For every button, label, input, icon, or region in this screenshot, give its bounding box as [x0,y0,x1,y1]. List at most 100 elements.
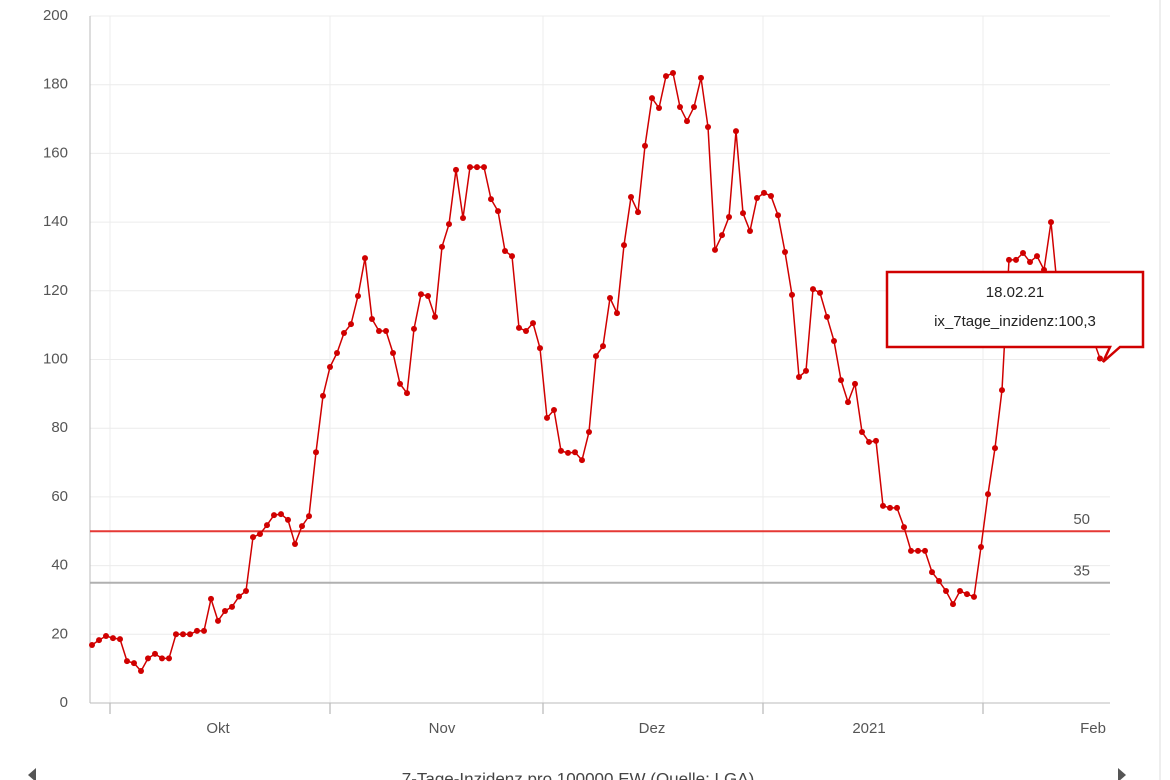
y-tick-label: 80 [51,419,68,436]
point [523,327,529,334]
tooltip-date: 18.02.21 [986,284,1044,301]
scroll-left[interactable] [28,768,36,780]
x-grid [109,16,984,703]
point [460,214,466,221]
point [754,195,760,202]
point [817,289,823,296]
point [663,73,669,80]
point [726,213,732,220]
point [453,166,459,173]
point [691,104,697,111]
point [565,449,571,456]
point [586,428,592,435]
point [803,367,809,374]
point [250,534,256,541]
point [488,196,494,203]
point [355,292,361,299]
point [852,380,858,387]
point [768,192,774,199]
point [572,449,578,456]
point [1048,219,1054,226]
point [362,255,368,262]
point [558,447,564,454]
point [824,313,830,320]
point [264,522,270,529]
point [236,593,242,600]
point [152,650,158,657]
point [187,631,193,638]
point [873,437,879,444]
point [271,512,277,519]
x-tick-label: Dez [639,720,666,737]
tooltip: 18.02.21 ix_7tage_inzidenz:100,3 [885,270,1145,363]
point [880,502,886,509]
point [747,228,753,235]
point [670,70,676,77]
point [89,641,95,648]
x-tick-label: 2021 [852,720,885,737]
y-tick-label: 140 [43,213,68,230]
tooltip-text: ix_7tage_inzidenz:100,3 [934,313,1096,330]
y-tick-label: 60 [51,488,68,505]
point [383,327,389,334]
point [208,595,214,602]
point [439,243,445,250]
point [936,578,942,585]
point [796,374,802,381]
point [117,636,123,643]
point [978,544,984,551]
point [712,246,718,253]
point [971,593,977,600]
point [635,209,641,216]
point [705,123,711,130]
point [481,164,487,171]
point [677,104,683,111]
point [999,387,1005,394]
point [173,631,179,638]
point [985,491,991,498]
point [684,118,690,125]
point [915,547,921,554]
point [215,617,221,624]
point [292,540,298,547]
y-tick-label: 0 [60,694,68,711]
point [740,210,746,217]
point [894,504,900,511]
point [929,569,935,576]
point [551,406,557,413]
point [327,364,333,371]
point [229,603,235,610]
reference-label: 50 [1073,511,1090,528]
point [733,128,739,135]
point [194,627,200,634]
point [628,194,634,201]
point [376,327,382,334]
point [369,315,375,322]
scroll-right[interactable] [1118,768,1126,780]
point [950,601,956,608]
point [411,325,417,332]
point [334,349,340,356]
point [425,292,431,299]
point [719,232,725,239]
point [299,523,305,530]
point [838,377,844,384]
point [642,142,648,149]
point [1027,258,1033,265]
y-tick-label: 200 [43,7,68,24]
point [516,324,522,331]
point [607,295,613,302]
point [313,449,319,456]
y-tick-label: 20 [51,625,68,642]
y-tick-label: 180 [43,76,68,93]
point [243,588,249,595]
point [698,74,704,81]
point [957,588,963,595]
point [124,658,130,665]
point [397,380,403,387]
point [348,321,354,328]
point [656,105,662,112]
point [138,668,144,675]
